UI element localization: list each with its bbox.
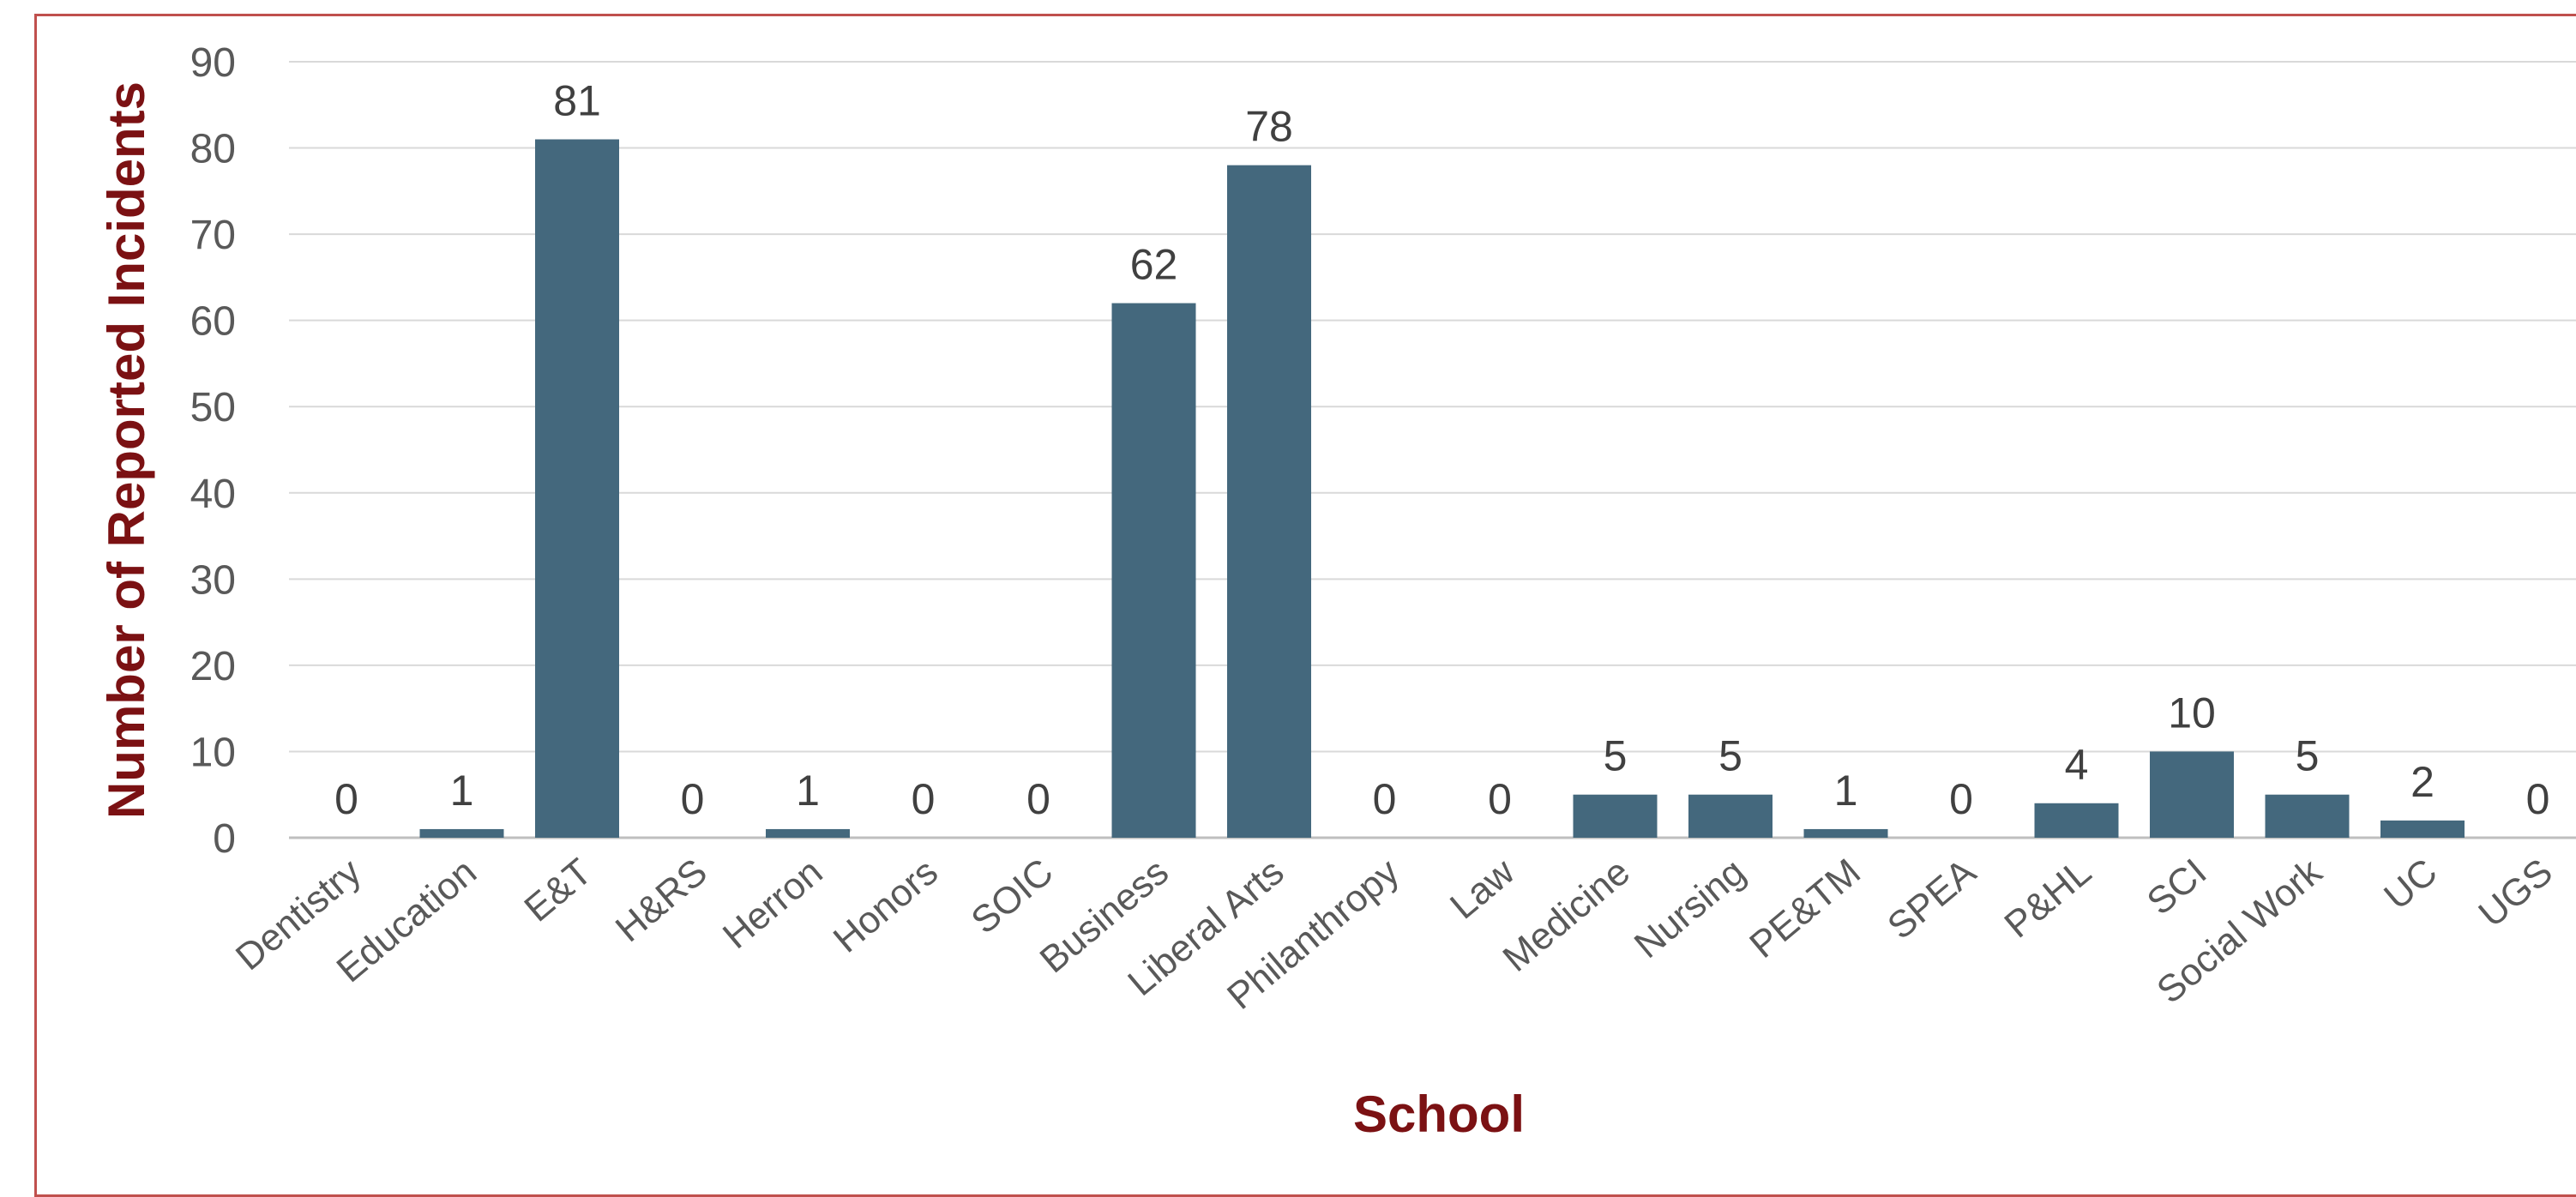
x-tick-label: Herron [715, 851, 831, 957]
data-label: 5 [1718, 732, 1742, 780]
bar [766, 828, 850, 838]
data-label: 0 [1949, 775, 1973, 823]
data-label: 0 [2526, 775, 2550, 823]
x-tick-label: SPEA [1880, 851, 1984, 947]
data-label: 0 [681, 775, 705, 823]
x-tick-label: P&HL [1996, 851, 2099, 946]
y-tick-label: 10 [190, 730, 236, 775]
y-tick-label: 90 [190, 40, 236, 86]
x-tick-label: UGS [2471, 851, 2561, 935]
y-tick-label: 60 [190, 299, 236, 345]
x-tick-label: Nursing [1627, 851, 1754, 966]
x-axis-title: School [1353, 1086, 1525, 1143]
bar [2034, 803, 2119, 838]
x-tick-label: SOIC [964, 851, 1062, 942]
data-label: 5 [1604, 732, 1628, 780]
bar [1111, 303, 1196, 838]
data-label: 4 [2065, 741, 2089, 789]
x-tick-label: Law [1442, 851, 1523, 928]
y-tick-label: 70 [190, 213, 236, 258]
gridlines [289, 61, 2576, 839]
data-label: 1 [450, 767, 474, 815]
bar [535, 139, 619, 838]
y-tick-label: 50 [190, 385, 236, 430]
data-label: 0 [1373, 775, 1397, 823]
bar [1688, 794, 1773, 838]
x-tick-label: Honors [826, 851, 946, 961]
bars [419, 139, 2465, 838]
data-label: 0 [334, 775, 358, 823]
y-tick-label: 0 [213, 816, 236, 862]
x-tick-label: E&T [516, 851, 599, 930]
data-label: 1 [796, 767, 820, 815]
x-tick-label: PE&TM [1742, 851, 1869, 966]
data-label: 2 [2410, 758, 2435, 806]
bar [1573, 794, 1658, 838]
y-tick-label: 80 [190, 127, 236, 172]
data-label: 0 [1026, 775, 1050, 823]
data-label: 62 [1130, 241, 1178, 289]
data-label: 0 [1488, 775, 1512, 823]
x-tick-label: SCI [2140, 851, 2215, 923]
y-tick-label: 30 [190, 557, 236, 603]
data-label: 81 [553, 77, 601, 125]
x-tick-label: UC [2376, 851, 2445, 917]
x-tick-label: H&RS [608, 851, 715, 950]
bar [1803, 828, 1888, 838]
y-axis-ticks: 0 10 20 30 40 50 60 70 80 90 [190, 40, 236, 862]
bar [419, 828, 504, 838]
bar [2265, 794, 2350, 838]
y-tick-label: 20 [190, 644, 236, 689]
data-label: 0 [912, 775, 936, 823]
y-axis-title: Number of Reported Incidents [98, 81, 155, 819]
data-label: 1 [1834, 767, 1858, 815]
bar [2150, 751, 2234, 838]
y-tick-label: 40 [190, 472, 236, 517]
data-label: 5 [2296, 732, 2320, 780]
data-label: 78 [1245, 103, 1293, 151]
bar [2380, 820, 2465, 838]
bar [1227, 165, 1311, 838]
x-tick-label: Medicine [1496, 851, 1638, 980]
data-label: 10 [2168, 689, 2216, 737]
